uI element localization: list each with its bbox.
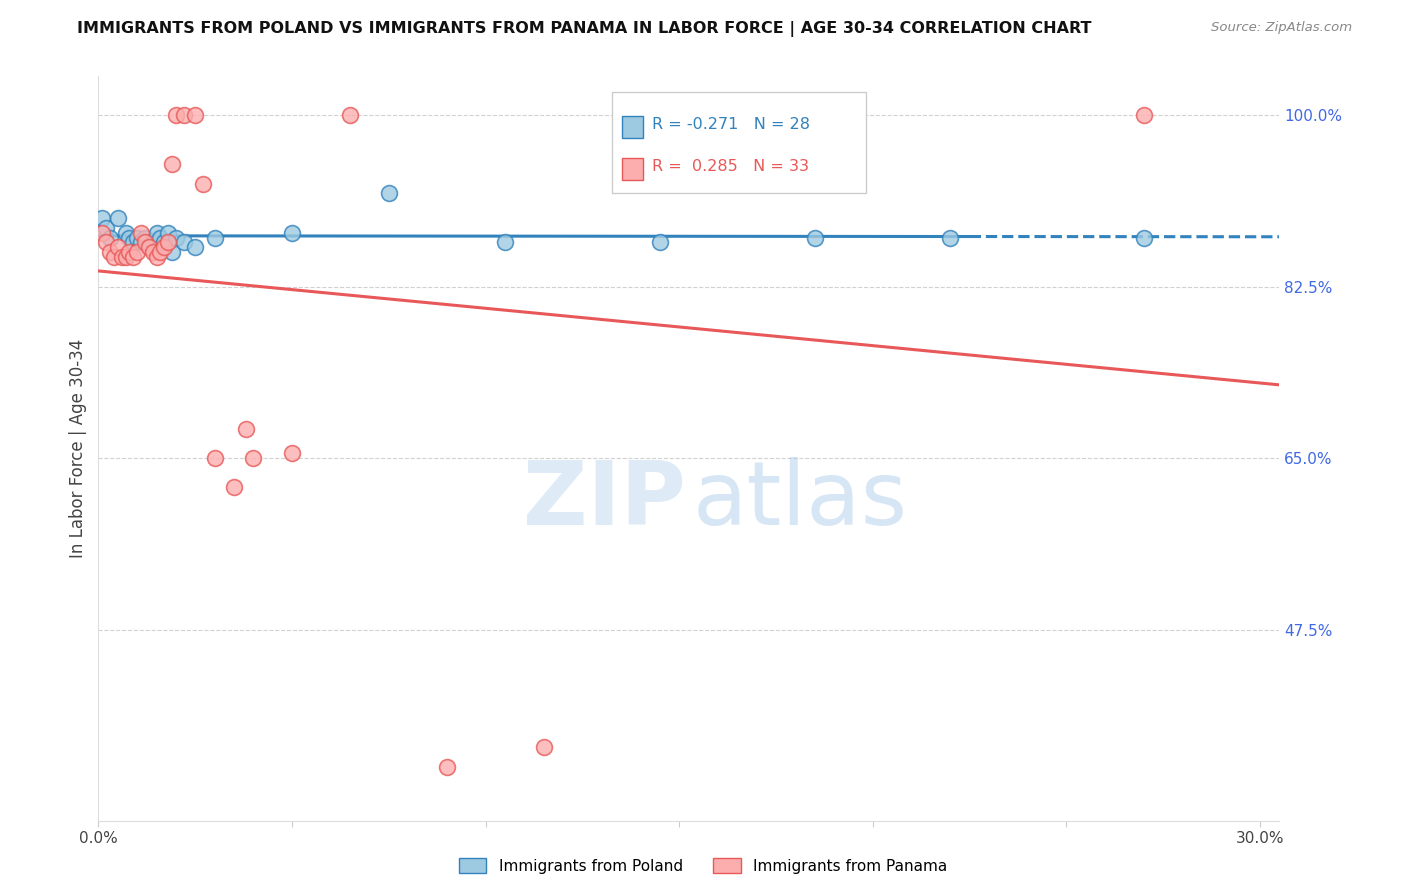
Point xyxy=(98,245,121,260)
Point xyxy=(153,235,176,250)
Point xyxy=(122,235,145,250)
Point xyxy=(173,108,195,122)
Text: IMMIGRANTS FROM POLAND VS IMMIGRANTS FROM PANAMA IN LABOR FORCE | AGE 30-34 CORR: IMMIGRANTS FROM POLAND VS IMMIGRANTS FRO… xyxy=(77,21,1092,37)
Point xyxy=(114,250,136,264)
Text: atlas: atlas xyxy=(693,457,908,544)
Point xyxy=(96,220,118,235)
Text: R = -0.271   N = 28: R = -0.271 N = 28 xyxy=(652,118,810,133)
Point xyxy=(1133,230,1156,244)
FancyBboxPatch shape xyxy=(621,116,643,138)
Point xyxy=(165,108,187,122)
Point xyxy=(281,226,304,240)
Point xyxy=(235,422,257,436)
Point xyxy=(91,211,114,225)
Point xyxy=(118,245,141,260)
Point xyxy=(111,250,134,264)
Point xyxy=(494,235,516,250)
Point xyxy=(127,230,149,244)
Point xyxy=(118,230,141,244)
Point xyxy=(149,230,172,244)
Point xyxy=(157,226,180,240)
FancyBboxPatch shape xyxy=(621,158,643,180)
Point xyxy=(98,230,121,244)
Point xyxy=(91,226,114,240)
Point xyxy=(648,235,671,250)
Point xyxy=(129,226,152,240)
Point xyxy=(804,230,827,244)
Point xyxy=(339,108,361,122)
Text: ZIP: ZIP xyxy=(523,457,685,544)
Point xyxy=(160,157,183,171)
Point xyxy=(107,211,129,225)
Point xyxy=(127,245,149,260)
Point xyxy=(96,235,118,250)
Point xyxy=(281,446,304,460)
Point xyxy=(103,250,125,264)
Point xyxy=(436,760,458,774)
Point xyxy=(165,230,187,244)
Text: Source: ZipAtlas.com: Source: ZipAtlas.com xyxy=(1212,21,1353,34)
Point xyxy=(204,230,226,244)
Point xyxy=(173,235,195,250)
Point xyxy=(138,240,160,254)
Point xyxy=(145,226,167,240)
Point xyxy=(122,250,145,264)
Point xyxy=(184,240,207,254)
Y-axis label: In Labor Force | Age 30-34: In Labor Force | Age 30-34 xyxy=(69,339,87,558)
Point xyxy=(160,245,183,260)
Point xyxy=(222,480,245,494)
Point xyxy=(533,740,555,755)
Point xyxy=(142,245,165,260)
Point xyxy=(939,230,962,244)
Point xyxy=(138,240,160,254)
Point xyxy=(242,450,264,465)
Point xyxy=(134,230,156,244)
Point xyxy=(184,108,207,122)
Point xyxy=(157,235,180,250)
Point xyxy=(142,235,165,250)
Point xyxy=(204,450,226,465)
Point xyxy=(153,240,176,254)
Point xyxy=(129,235,152,250)
Text: R =  0.285   N = 33: R = 0.285 N = 33 xyxy=(652,159,810,174)
Point xyxy=(378,186,401,201)
Point xyxy=(1133,108,1156,122)
Point xyxy=(145,250,167,264)
Legend: Immigrants from Poland, Immigrants from Panama: Immigrants from Poland, Immigrants from … xyxy=(453,852,953,880)
Point xyxy=(668,167,690,181)
FancyBboxPatch shape xyxy=(612,92,866,193)
Point xyxy=(149,245,172,260)
Point xyxy=(134,235,156,250)
Point xyxy=(107,240,129,254)
Point xyxy=(114,226,136,240)
Point xyxy=(191,177,214,191)
